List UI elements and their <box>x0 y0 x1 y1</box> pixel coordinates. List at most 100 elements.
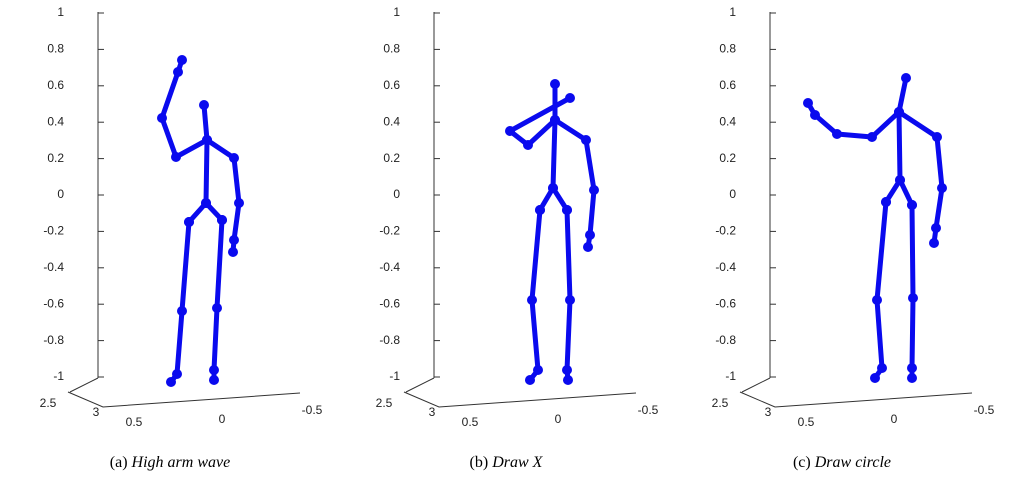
joint <box>173 67 183 77</box>
tick-label: 0.5 <box>126 415 143 429</box>
bone <box>211 217 225 383</box>
caption: (b) Draw X <box>470 454 544 471</box>
tick-label: -0.8 <box>43 333 64 347</box>
bone <box>896 75 909 183</box>
axis-frame <box>67 12 301 408</box>
joint <box>199 100 209 110</box>
bone <box>909 202 916 381</box>
joint <box>550 115 560 125</box>
tick-label: 0 <box>729 187 736 201</box>
joint <box>803 98 813 108</box>
joint <box>201 198 211 208</box>
caption: (c) Draw circle <box>793 454 891 471</box>
joint <box>901 73 911 83</box>
joint <box>583 242 593 252</box>
tick-label: 0.2 <box>47 151 64 165</box>
tick-label: 0.6 <box>383 78 400 92</box>
joint <box>209 375 219 385</box>
joint <box>548 183 558 193</box>
tick-label: 0.8 <box>719 42 736 56</box>
tick-label: 0.6 <box>47 78 64 92</box>
joint <box>929 238 939 248</box>
joint <box>533 365 543 375</box>
joint <box>202 135 212 145</box>
panel: 1 0.8 0.6 0.4 0.2 0 -0.2 -0.4 -0.6 -0.8 -1 2.5 3 0.5 0… <box>712 5 995 471</box>
joint <box>562 365 572 375</box>
joint <box>505 126 515 136</box>
caption-title: Draw X <box>491 454 543 471</box>
tick-label: 0.2 <box>719 151 736 165</box>
tick-label: 0.8 <box>383 42 400 56</box>
tick-label: 0.5 <box>462 415 479 429</box>
joint <box>550 79 560 89</box>
skeleton <box>157 55 244 387</box>
joint <box>234 198 244 208</box>
tick-label: 0 <box>393 187 400 201</box>
joint <box>217 215 227 225</box>
joint <box>562 205 572 215</box>
tick-label: -0.6 <box>43 296 64 310</box>
tick-label: -0.8 <box>715 333 736 347</box>
tick-label: 0.4 <box>719 114 736 128</box>
joint <box>937 183 947 193</box>
tick-label: -0.5 <box>302 403 323 417</box>
joint <box>581 135 591 145</box>
joint <box>177 306 187 316</box>
tick-label: 0.4 <box>47 114 64 128</box>
bone <box>507 95 573 148</box>
tick-label: 0.6 <box>719 78 736 92</box>
tick-label: -0.4 <box>379 260 400 274</box>
tick-label: -1 <box>725 369 736 383</box>
joint <box>832 129 842 139</box>
tick-label: 0.4 <box>383 114 400 128</box>
caption-label: (a) <box>110 454 128 471</box>
tick-label: 3 <box>93 405 100 419</box>
bone <box>168 219 192 385</box>
caption-label: (b) <box>470 454 489 471</box>
tick-label: 3 <box>429 405 436 419</box>
joint <box>209 365 219 375</box>
joint <box>229 235 239 245</box>
bone <box>564 207 573 383</box>
bone <box>872 199 889 381</box>
joint <box>894 107 904 117</box>
tick-label: 1 <box>729 5 736 19</box>
tick-label: 2.5 <box>712 396 729 410</box>
tick-label: -1 <box>389 369 400 383</box>
panel: 1 0.8 0.6 0.4 0.2 0 -0.2 -0.4 -0.6 -0.8 -1 2.5 3 0.5 0… <box>376 5 659 471</box>
caption: (a) High arm wave <box>110 454 230 471</box>
panel: 1 0.8 0.6 0.4 0.2 0 -0.2 -0.4 -0.6 -0.8 -1 2.5 3 0.5 0… <box>40 5 323 471</box>
tick-label: -0.2 <box>43 224 64 238</box>
tick-label: -0.2 <box>715 224 736 238</box>
joint <box>525 375 535 385</box>
tick-label: 1 <box>57 5 64 19</box>
skeleton <box>803 73 947 383</box>
caption-label: (c) <box>793 454 811 471</box>
axis-frame <box>403 12 637 408</box>
joint <box>907 363 917 373</box>
joint <box>881 197 891 207</box>
tick-label: -1 <box>53 369 64 383</box>
joint <box>908 293 918 303</box>
bone <box>159 57 210 160</box>
joint <box>184 217 194 227</box>
joint <box>229 153 239 163</box>
joint <box>810 110 820 120</box>
joint <box>932 132 942 142</box>
joint <box>157 113 167 123</box>
tick-label: -0.2 <box>379 224 400 238</box>
tick-label: 0.8 <box>47 42 64 56</box>
tick-label: 2.5 <box>40 396 57 410</box>
tick-label: -0.6 <box>379 296 400 310</box>
joint <box>931 223 941 233</box>
tick-label: 2.5 <box>376 396 393 410</box>
tick-label: 0.2 <box>383 151 400 165</box>
joint <box>872 295 882 305</box>
joint <box>228 247 238 257</box>
tick-label: 1 <box>393 5 400 19</box>
joint <box>907 373 917 383</box>
bone <box>201 102 210 206</box>
tick-label: -0.4 <box>43 260 64 274</box>
tick-label: -0.4 <box>715 260 736 274</box>
